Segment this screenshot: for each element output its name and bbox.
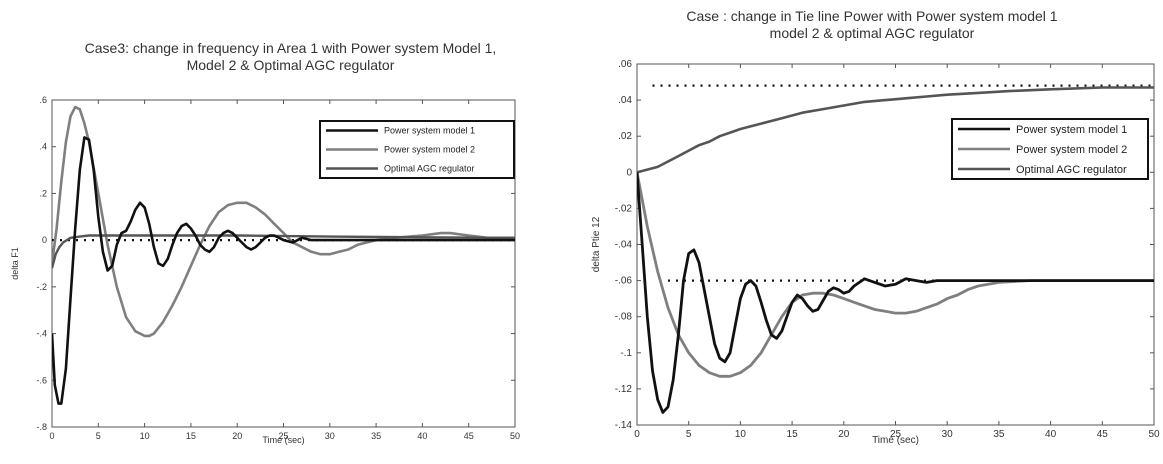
series-line bbox=[637, 86, 1154, 174]
x-tick-label: 20 bbox=[232, 431, 242, 441]
legend-label: Power system model 2 bbox=[384, 145, 475, 155]
y-tick-label: .6 bbox=[39, 95, 47, 105]
chart-title-line2: Model 2 & Optimal AGC regulator bbox=[186, 57, 395, 73]
chart-title: Case3: change in frequency in Area 1 wit… bbox=[0, 40, 581, 74]
y-tick-label: -.14 bbox=[615, 420, 633, 431]
y-tick-label: -.6 bbox=[36, 375, 47, 385]
legend-label: Power system model 1 bbox=[1016, 124, 1127, 136]
x-tick-label: 0 bbox=[49, 431, 54, 441]
chart-title-line1: Case3: change in frequency in Area 1 wit… bbox=[84, 40, 497, 56]
legend-label: Power system model 2 bbox=[1016, 144, 1127, 156]
chart-canvas: 0 5 10 15 20 25 30 35 40 45 50 -.14 -.12 -.1 -.08 -.06 -… bbox=[591, 59, 1160, 446]
x-axis-label: Time (sec) bbox=[872, 435, 919, 446]
x-tick-label: 20 bbox=[838, 429, 850, 440]
x-tick-label: 40 bbox=[417, 431, 427, 441]
y-tick-label: .4 bbox=[39, 142, 47, 152]
x-tick-label: 30 bbox=[942, 429, 954, 440]
y-axis-label: delta Ptie 12 bbox=[591, 216, 602, 272]
y-tick-label: -.2 bbox=[36, 282, 47, 292]
y-tick-label: -.08 bbox=[615, 312, 633, 323]
chart-frequency-area1: Case3: change in frequency in Area 1 wit… bbox=[0, 0, 581, 464]
x-axis-label: Time (sec) bbox=[262, 435, 304, 445]
y-tick-label: -.4 bbox=[36, 329, 47, 339]
x-tick-label: 25 bbox=[890, 429, 902, 440]
x-tick-label: 35 bbox=[993, 429, 1005, 440]
chart-tie-line-power: Case : change in Tie line Power with Pow… bbox=[581, 0, 1163, 464]
x-tick-label: 0 bbox=[634, 429, 640, 440]
y-tick-label: 0 bbox=[42, 235, 47, 245]
y-tick-label: -.12 bbox=[615, 384, 633, 395]
series-line bbox=[637, 172, 1154, 378]
x-tick-label: 40 bbox=[1045, 429, 1057, 440]
x-tick-label: 25 bbox=[278, 431, 288, 441]
series-line bbox=[52, 234, 515, 269]
series-line bbox=[637, 172, 1154, 414]
chart-title: Case : change in Tie line Power with Pow… bbox=[581, 8, 1163, 42]
legend-label: Power system model 1 bbox=[384, 126, 475, 136]
y-tick-label: .2 bbox=[39, 188, 47, 198]
x-tick-label: 50 bbox=[510, 431, 520, 441]
x-tick-label: 10 bbox=[140, 431, 150, 441]
legend-label: Optimal AGC regulator bbox=[1016, 164, 1127, 176]
x-tick-label: 10 bbox=[735, 429, 747, 440]
chart-canvas: 0 5 10 15 20 25 30 35 40 45 50 -.8 -.6 -.4 -.2 0 .2 .4 .6 T… bbox=[10, 95, 520, 445]
chart-title-line2: model 2 & optimal AGC regulator bbox=[769, 25, 975, 41]
y-tick-label: 0 bbox=[626, 167, 632, 178]
y-tick-label: -.02 bbox=[615, 203, 633, 214]
series-line bbox=[52, 105, 515, 338]
x-tick-label: 45 bbox=[1097, 429, 1109, 440]
y-tick-label: -.04 bbox=[615, 240, 633, 251]
legend-label: Optimal AGC regulator bbox=[384, 164, 475, 174]
y-tick-label: .04 bbox=[618, 95, 632, 106]
x-tick-label: 5 bbox=[686, 429, 692, 440]
y-tick-label: -.1 bbox=[620, 348, 632, 359]
x-tick-label: 45 bbox=[464, 431, 474, 441]
x-tick-label: 5 bbox=[96, 431, 101, 441]
x-tick-label: 30 bbox=[325, 431, 335, 441]
y-tick-label: .06 bbox=[618, 59, 632, 70]
series-line bbox=[52, 136, 515, 405]
chart-title-line1: Case : change in Tie line Power with Pow… bbox=[686, 8, 1058, 24]
x-tick-label: 50 bbox=[1148, 429, 1160, 440]
y-tick-label: -.06 bbox=[615, 276, 633, 287]
x-tick-label: 15 bbox=[787, 429, 799, 440]
x-tick-label: 35 bbox=[371, 431, 381, 441]
y-axis-label: delta F1 bbox=[10, 247, 20, 280]
y-tick-label: -.8 bbox=[36, 422, 47, 432]
y-tick-label: .02 bbox=[618, 131, 632, 142]
x-tick-label: 15 bbox=[186, 431, 196, 441]
